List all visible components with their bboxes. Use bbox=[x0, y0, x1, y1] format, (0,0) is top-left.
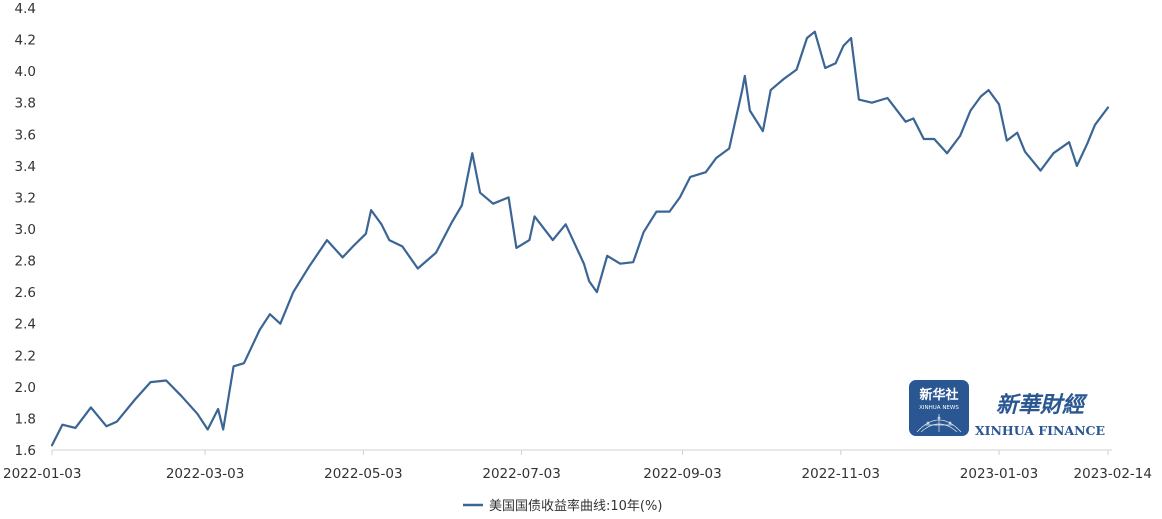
x-axis: 2022-01-03 2022-03-03 2022-05-03 2022-07-03… bbox=[3, 449, 1152, 482]
logo-badge bbox=[909, 380, 969, 436]
series-line-0 bbox=[50, 30, 1110, 447]
logo-badge-en-text: XINHUA NEWS bbox=[919, 405, 959, 411]
y-tick-label: 1.6 bbox=[15, 443, 36, 459]
y-tick-label: 1.8 bbox=[15, 411, 36, 427]
y-tick-label: 3.2 bbox=[15, 190, 36, 206]
logo-en-text: XINHUA FINANCE bbox=[975, 423, 1105, 438]
y-tick-label: 4.2 bbox=[15, 33, 36, 49]
y-tick-label: 3.4 bbox=[15, 159, 36, 175]
logo-cn-text: 新華財經 bbox=[996, 392, 1088, 418]
logo-badge-cn-text: 新华社 bbox=[919, 387, 958, 403]
y-tick-label: 2.4 bbox=[15, 317, 36, 333]
y-tick-label: 2.6 bbox=[15, 285, 36, 301]
globe-icon bbox=[916, 414, 962, 433]
legend: 美国国债收益率曲线:10年(%) bbox=[463, 498, 662, 514]
y-tick-label: 2.2 bbox=[15, 348, 36, 364]
x-tick-label: 2023-01-03 bbox=[960, 466, 1038, 482]
y-tick-label: 3.8 bbox=[15, 96, 36, 112]
y-axis: 1.6 1.8 2.0 2.2 2.4 2.6 2.8 3.0 3.2 3.4 3.6 3.8 4.0 4… bbox=[15, 1, 36, 459]
y-tick-label: 2.8 bbox=[15, 254, 36, 270]
y-tick-label: 4.4 bbox=[15, 1, 36, 17]
y-tick-label: 2.0 bbox=[15, 380, 36, 396]
x-tick-label: 2022-05-03 bbox=[324, 466, 402, 482]
y-tick-label: 3.0 bbox=[15, 222, 36, 238]
legend-label: 美国国债收益率曲线:10年(%) bbox=[489, 498, 662, 514]
x-tick-label: 2023-02-14 bbox=[1074, 466, 1152, 482]
y-tick-label: 3.6 bbox=[15, 127, 36, 143]
x-tick-label: 2022-11-03 bbox=[802, 466, 880, 482]
x-tick-label: 2022-03-03 bbox=[166, 466, 244, 482]
x-tick-label: 2022-09-03 bbox=[643, 466, 721, 482]
y-tick-label: 4.0 bbox=[15, 64, 36, 80]
x-tick-label: 2022-01-03 bbox=[3, 466, 81, 482]
xinhua-finance-logo: 新华社 XINHUA NEWS 新華財經 XINHUA FINANCE bbox=[909, 380, 1105, 438]
x-tick-label: 2022-07-03 bbox=[482, 466, 560, 482]
series-layer bbox=[50, 30, 1110, 447]
